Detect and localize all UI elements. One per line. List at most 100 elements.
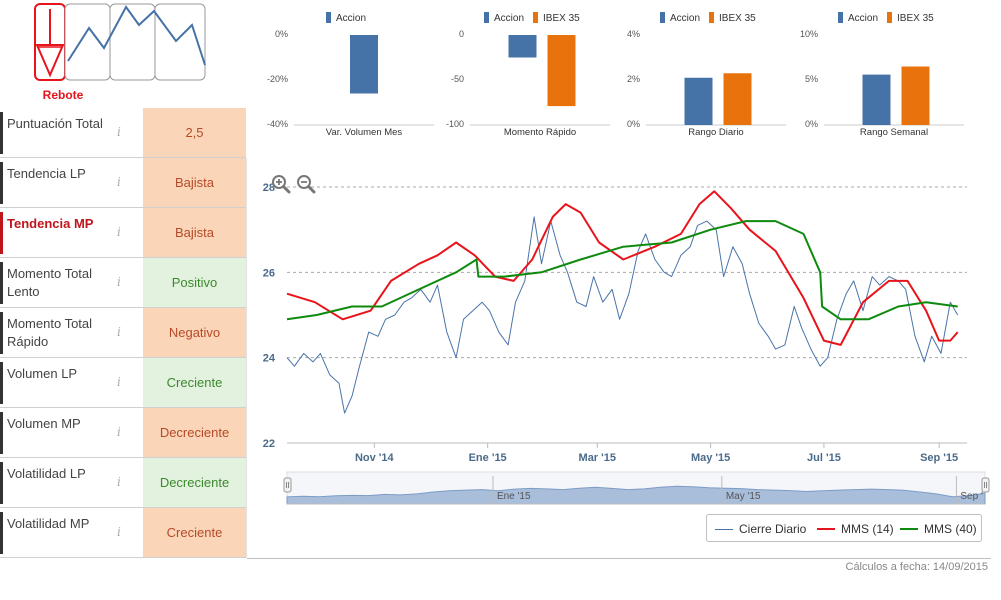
metric-row[interactable]: Puntuación Total i 2,5: [0, 108, 246, 158]
info-icon[interactable]: i: [117, 525, 121, 539]
mini-y-tick: -20%: [266, 74, 288, 84]
mini-legend-item[interactable]: IBEX 35: [533, 12, 580, 24]
metric-row[interactable]: Momento Total Rápido i Negativo: [0, 308, 246, 358]
zoom-out-icon[interactable]: [296, 174, 316, 194]
mini-y-tick: -50: [450, 74, 464, 84]
price-chart[interactable]: 22 24 26 28 Nov '14 Ene '15 Mar '15 May '15 Jul …: [247, 160, 1001, 560]
mini-legend-item[interactable]: Accion: [484, 12, 524, 24]
metric-row[interactable]: Volumen MP i Decreciente: [0, 408, 246, 458]
mini-y-tick: -100: [445, 119, 464, 129]
metric-label: Volumen MP: [7, 416, 81, 431]
mini-bar-ibex[interactable]: [723, 73, 752, 125]
mini-chart-legend: Accion IBEX 35: [660, 12, 765, 24]
metric-label: Momento Total Lento: [7, 266, 93, 299]
mini-chart-legend: Accion: [326, 12, 375, 24]
series-close-line[interactable]: [286, 216, 959, 414]
info-icon[interactable]: i: [117, 225, 121, 239]
info-icon[interactable]: i: [117, 375, 121, 389]
metric-indicator-bar: [0, 212, 3, 254]
metric-value: Creciente: [143, 358, 246, 407]
metric-row[interactable]: Volatilidad MP i Creciente: [0, 508, 246, 558]
metric-value: Decreciente: [143, 408, 246, 457]
legend-swatch: [817, 528, 835, 530]
mini-chart-label: Var. Volumen Mes: [325, 127, 403, 138]
mini-bar-accion[interactable]: [684, 77, 713, 125]
metric-row[interactable]: Tendencia MP i Bajista: [0, 208, 246, 258]
info-icon[interactable]: i: [117, 325, 121, 339]
mini-legend-item[interactable]: Accion: [838, 12, 878, 24]
metric-label: Puntuación Total: [7, 116, 103, 131]
pattern-thumbnail: [34, 3, 206, 81]
navigator-handle-right[interactable]: [981, 477, 990, 493]
mini-bar-ibex[interactable]: [547, 35, 576, 107]
mini-bars: [294, 35, 434, 126]
mini-legend-item[interactable]: Accion: [660, 12, 700, 24]
mini-legend-item[interactable]: IBEX 35: [887, 12, 934, 24]
info-icon[interactable]: i: [117, 425, 121, 439]
info-icon[interactable]: i: [117, 475, 121, 489]
y-tick-label: 24: [263, 353, 276, 365]
mini-y-tick: 4%: [626, 29, 640, 39]
x-tick-label: May '15: [691, 452, 730, 464]
metric-indicator-bar: [0, 512, 3, 554]
mini-bar-accion[interactable]: [508, 35, 537, 58]
calculation-date: Cálculos a fecha: 14/09/2015: [845, 561, 989, 573]
legend-swatch: [715, 529, 733, 530]
x-tick-label: Nov '14: [355, 452, 395, 464]
pattern-label: Rebote: [42, 88, 84, 102]
mini-chart-label: Momento Rápido: [503, 127, 577, 138]
metric-indicator-bar: [0, 112, 3, 154]
mini-y-tick: 5%: [804, 74, 818, 84]
mini-y-tick: 0: [458, 29, 464, 39]
metric-indicator-bar: [0, 162, 3, 204]
metric-indicator-bar: [0, 312, 3, 354]
mini-y-tick: 2%: [626, 74, 640, 84]
metric-row[interactable]: Volumen LP i Creciente: [0, 358, 246, 408]
metric-label: Volumen LP: [7, 366, 78, 381]
mini-bars: [470, 35, 610, 126]
legend-item-mms14[interactable]: MMS (14): [817, 522, 894, 536]
info-icon[interactable]: i: [117, 275, 121, 289]
price-chart-svg: 22 24 26 28 Nov '14 Ene '15 Mar '15 May '15 Jul …: [263, 182, 990, 505]
mini-bar-ibex[interactable]: [901, 66, 930, 126]
metric-label: Tendencia MP: [7, 216, 94, 231]
mini-bar-accion[interactable]: [350, 35, 378, 94]
navigator-area: [286, 485, 986, 505]
metric-value: Negativo: [143, 308, 246, 357]
mini-y-tick: 10%: [799, 29, 818, 39]
mini-bars: [646, 73, 786, 126]
x-tick-label: Sep '15: [920, 452, 958, 464]
metric-row[interactable]: Momento Total Lento i Positivo: [0, 258, 246, 308]
metric-indicator-bar: [0, 412, 3, 454]
metric-row[interactable]: Tendencia LP i Bajista: [0, 158, 246, 208]
mini-y-tick: 0%: [804, 119, 818, 129]
metric-value: Positivo: [143, 258, 246, 307]
y-tick-label: 22: [263, 438, 275, 450]
info-icon[interactable]: i: [117, 175, 121, 189]
x-tick-label: Ene '15: [469, 452, 507, 464]
zoom-in-icon[interactable]: [271, 174, 291, 194]
legend-item-close[interactable]: Cierre Diario: [715, 522, 806, 536]
series-mms14-line[interactable]: [286, 190, 959, 346]
metric-value: Decreciente: [143, 458, 246, 507]
mini-chart-legend: Accion IBEX 35: [838, 12, 943, 24]
legend-item-mms40[interactable]: MMS (40): [900, 522, 977, 536]
metric-label: Momento Total Rápido: [7, 316, 93, 349]
mini-bar-accion[interactable]: [862, 74, 891, 125]
metric-value: Bajista: [143, 158, 246, 207]
info-icon[interactable]: i: [117, 125, 121, 139]
mini-y-tick: 0%: [274, 29, 288, 39]
navigator-handle-left[interactable]: [283, 477, 292, 493]
panel-divider: [246, 158, 247, 558]
metric-label: Volatilidad MP: [7, 516, 90, 531]
metric-row[interactable]: Volatilidad LP i Decreciente: [0, 458, 246, 508]
metric-value: Bajista: [143, 208, 246, 257]
navigator-label: May '15: [726, 491, 761, 502]
navigator-label: Sep ': [960, 491, 983, 502]
metric-value: Creciente: [143, 508, 246, 557]
pattern-frame: [154, 3, 206, 81]
series-mms40-line[interactable]: [286, 220, 958, 321]
mini-legend-item[interactable]: Accion: [326, 12, 366, 24]
y-tick-label: 28: [263, 182, 275, 194]
mini-legend-item[interactable]: IBEX 35: [709, 12, 756, 24]
